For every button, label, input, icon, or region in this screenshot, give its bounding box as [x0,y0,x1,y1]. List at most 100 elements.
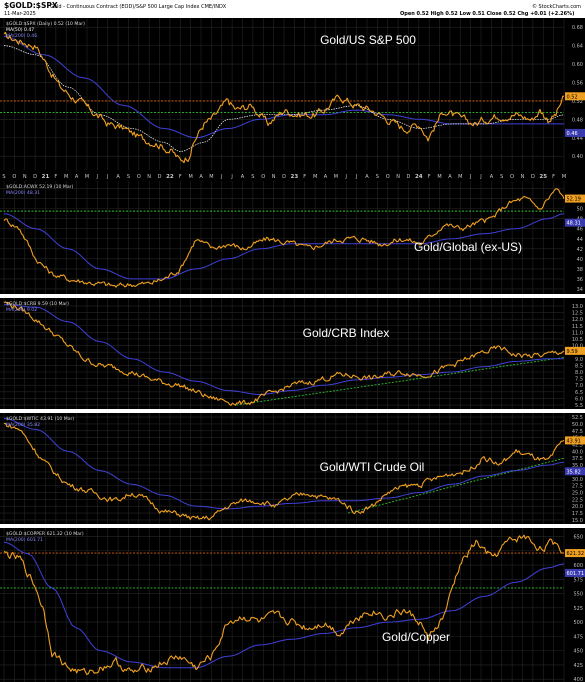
y-tick-label: 13.0 [572,304,583,310]
x-tick-label: A [116,174,120,180]
ma-value-badge [565,568,585,577]
x-tick-label: S [2,174,5,180]
x-tick-label: J [96,174,98,180]
y-tick-label: 46 [577,227,583,233]
x-tick-label: M [562,174,566,180]
x-tick-label: N [521,174,525,180]
legend-entry: $GOLD:$SPX (Daily) 0.52 (10 Mar) [6,21,85,27]
x-tick-label: F [303,174,306,180]
panel-background [0,528,564,682]
y-tick-label: 0.48 [572,117,583,123]
y-tick-label: 10.5 [572,337,583,343]
y-tick-label: 575 [573,577,583,583]
y-tick-label: 10.0 [572,344,583,350]
legend-entry: MA(50) 0.47 [6,27,34,33]
last-value-label: 0.52 [567,94,578,100]
y-axis-background [564,181,585,294]
header-watermark: © StockCharts.com [532,3,581,10]
y-tick-label: 7.5 [575,377,583,383]
panel-3: 13.012.512.011.511.010.510.09.59.08.58.0… [0,298,585,409]
y-tick-label: 50 [577,207,583,213]
ma-value-label: 0.46 [567,131,578,137]
ma-value-badge [565,467,585,476]
x-tick-label: O [137,174,141,180]
x-tick-label: M [85,174,89,180]
y-tick-label: 52.5 [572,415,583,421]
panel-background [0,413,564,524]
panel-2: 5250484644424038363452.1948.31$GOLD:ACWX… [0,181,585,294]
y-tick-label: 25.0 [572,490,583,496]
y-tick-label: 44 [577,237,583,243]
last-value-badge [565,194,585,203]
y-tick-label: 40.0 [572,449,583,455]
y-tick-label: 600 [573,563,583,569]
x-tick-label: J [469,174,471,180]
last-value-label: 9.59 [567,349,578,355]
y-tick-label: 6.5 [575,390,583,396]
legend-entry: MA(200) 601.71 [6,537,43,543]
y-tick-label: 17.5 [572,511,583,517]
x-tick-label: O [510,174,514,180]
price-line [3,422,565,521]
ma-value-label: 35.82 [567,469,581,475]
price-line [3,31,565,164]
panel-title: Gold/CRB Index [303,326,390,340]
x-tick-label: D [531,174,535,180]
y-tick-label: 22.5 [572,497,583,503]
x-tick-label: S [251,174,254,180]
ma200-line [3,418,565,510]
header-date: 11-Mar-2025 [4,11,36,17]
x-tick-label: S [500,174,503,180]
y-tick-label: 36 [577,277,583,283]
x-tick-label: A [324,174,328,180]
y-tick-label: 8.0 [575,370,583,376]
price-line [3,301,565,406]
y-tick-label: 42 [577,247,583,253]
x-tick-label: N [272,174,276,180]
x-tick-label: A [241,174,245,180]
trendline [347,457,565,514]
ma-value-label: 48.31 [567,221,581,227]
y-tick-label: 6.0 [575,396,583,402]
legend-entry: $GOLD:$COPPER 621.32 (10 Mar) [6,531,84,537]
legend-entry: MA(200) 48.31 [6,190,40,196]
x-tick-label: N [147,174,151,180]
y-tick-label: 20.0 [572,504,583,510]
y-tick-label: 0.60 [572,62,583,68]
x-axis-strip [0,170,585,181]
panel-title: Gold/WTI Crude Oil [320,460,425,474]
panel-title: Gold/US S&P 500 [320,33,416,47]
x-tick-label: A [365,174,369,180]
x-tick-label: 22 [166,174,174,180]
x-tick-label: A [448,174,452,180]
legend-entry: MA(200) 0.46 [6,33,37,39]
y-tick-label: 8.5 [575,363,583,369]
y-tick-label: 30.0 [572,477,583,483]
x-tick-label: 23 [291,174,299,180]
x-tick-label: F [428,174,431,180]
x-tick-label: N [23,174,27,180]
y-tick-label: 500 [573,620,583,626]
x-tick-label: A [199,174,203,180]
legend-entry: MA(200) 35.82 [6,422,40,428]
y-tick-label: 0.68 [572,25,583,31]
y-tick-label: 11.5 [572,324,583,330]
panel-1: 0.68 0.64 0.60 0.56 0.52 0.48 0.44 0.40 0.52 0.46… [0,18,585,181]
x-tick-label: F [54,174,57,180]
y-tick-label: 0.52 [572,99,583,105]
x-tick-label: A [490,174,494,180]
x-tick-label: D [407,174,411,180]
x-tick-label: M [313,174,317,180]
x-tick-label: O [261,174,265,180]
last-value-label: 621.32 [567,551,585,557]
ma-value-badge [565,218,585,227]
x-tick-label: N [396,174,400,180]
trendline [235,357,565,406]
x-tick-label: J [106,174,108,180]
x-tick-label: 25 [539,174,547,180]
y-tick-label: 11.0 [572,330,583,336]
y-tick-label: 42.5 [572,443,583,449]
panel-5: 650625600575550525500475450425400621.326… [0,528,585,682]
y-tick-label: 0.40 [572,154,583,160]
y-tick-label: 5.5 [575,403,583,409]
